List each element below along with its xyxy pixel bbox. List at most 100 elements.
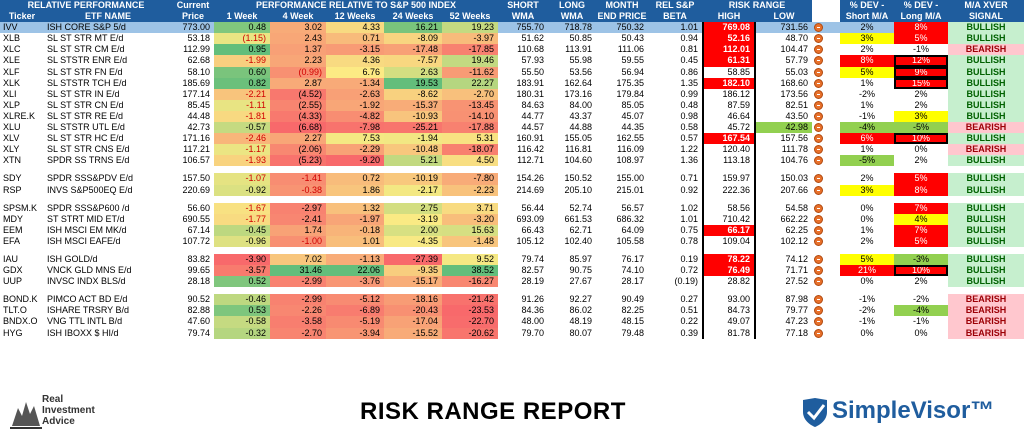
price-marker-icon [814,266,823,276]
cell-w4: (5.23) [270,155,326,167]
cell-t: XLI [3,88,17,99]
cell-w12: -7.98 [326,122,384,134]
cell-w52: 22.27 [442,77,498,89]
table-row: SDY SPDR SSS&PDV E/d 157.50 -1.07 -1.41 0.72-… [0,173,1024,185]
cell-w24: -8.62 [384,88,442,100]
price-marker-icon [814,306,823,316]
table-body: IVV ISH CORE S&P 5/d 773.00 0.48 3.02 4.33 16.… [0,22,1024,339]
footer: Real Investment Advice RISK RANGE REPORT… [0,392,1024,434]
cell-w24: -10.19 [384,173,442,185]
cell-b: 0.98 [680,110,698,121]
cell-t: XLV [3,133,20,144]
cell-n: ISH MSCI EM MK/d [47,224,127,235]
cell-p: 79.74 [187,327,210,338]
cell-b: 0.27 [680,294,698,305]
cell-w4: 1.37 [270,44,326,56]
cell-sig: BULLISH [948,235,1024,247]
cell-ds: 2% [860,44,874,55]
cell-w12: -5.19 [326,316,384,328]
header-spacer [812,0,840,12]
group-spacer [0,287,1024,295]
cell-lo: 42.98 [756,122,812,134]
cell-n: VNG TTL INTL B/d [47,316,123,327]
cell-t: UUP [3,276,23,287]
cell-w52: -11.62 [442,66,498,78]
cell-s: 56.44 [521,202,544,213]
cell-b: 0.19 [680,253,698,264]
cell-b: 0.75 [680,224,698,235]
cell-p: 58.10 [187,66,210,77]
cell-t: XLK [3,77,21,88]
cell-m: 116.09 [617,144,644,155]
cell-p: 99.65 [187,265,210,276]
cell-b: 0.78 [680,235,698,246]
cell-hi: 112.01 [702,44,756,56]
cell-lo: 77.18 [785,327,808,338]
cell-l: 85.97 [569,253,592,264]
cell-w12: -1.97 [326,213,384,225]
cell-t: XLB [3,33,21,44]
cell-hi: 186.12 [702,88,756,100]
cell-w24: -8.09 [384,33,442,45]
cell-m: 76.17 [621,253,644,264]
cell-n: SL ST STR CM E/d [47,44,125,55]
cell-ds: 1% [860,77,874,88]
cell-sig: BEARISH [948,316,1024,328]
header-signal: SIGNAL [948,11,1024,23]
cell-l: 43.37 [569,110,592,121]
table-row: XLE SL STSTR ENR E/d 62.68 -1.99 2.23 4.36 -7.… [0,55,1024,67]
cell-p: 85.45 [187,99,210,110]
cell-n: SL STSTR ENR E/d [47,55,128,66]
cell-lo: 662.22 [780,213,808,224]
cell-w12: -1.34 [326,77,384,89]
cell-t: BOND.K [3,294,38,305]
header-12weeks: 12 Weeks [326,11,384,23]
cell-b: (0.19) [674,276,698,287]
cell-dl: 10% [894,133,948,145]
cell-w1: -1.67 [214,202,270,214]
cell-w12: -0.18 [326,224,384,236]
cell-lo: 47.23 [785,316,808,327]
cell-w12: -2.29 [326,144,384,156]
table-row: TLT.O ISHARE TRSRY B/d 82.88 0.53 -2.26 -6.89… [0,305,1024,317]
cell-w52: 19.46 [442,55,498,67]
cell-ds: 5% [840,253,894,266]
cell-l: 44.88 [569,122,592,133]
cell-l: 50.85 [569,33,592,44]
cell-t: XTN [3,155,21,166]
cell-dl: 4% [894,213,948,225]
cell-w24: -27.39 [384,253,442,266]
cell-s: 82.57 [521,265,544,276]
cell-p: 62.68 [187,55,210,66]
cell-w1: -3.57 [214,265,270,277]
cell-hi: 28.82 [702,276,756,288]
cell-w24: -18.16 [384,294,442,306]
cell-w1: -1.11 [214,99,270,111]
price-marker-icon [814,156,823,166]
header-row-2: Ticker ETF NAME Price 1 Week 4 Week 12 W… [0,11,1024,23]
cell-w52: -17.88 [442,122,498,134]
cell-n: SL ST STR CN E/d [47,99,124,110]
price-marker-icon [814,214,823,224]
cell-w24: -7.57 [384,55,442,67]
cell-l: 150.52 [564,173,592,184]
table-row: UUP INVSC INDX BLS/d 28.18 0.52 -2.99 -3.76 -1… [0,276,1024,288]
cell-l: 113.91 [565,44,592,55]
cell-p: 177.14 [182,88,210,99]
table-row: XLY SL ST STR CNS E/d 117.21 -1.17 (2.06) -2.… [0,144,1024,156]
cell-dl: 10% [894,265,948,277]
simplevisor-logo-icon [803,398,827,427]
cell-lo: 55.03 [785,66,808,77]
cell-w12: 4.36 [326,55,384,67]
header-1week: 1 Week [214,11,270,23]
cell-w12: -5.12 [326,294,384,306]
table-row: HYG ISH IBOXX $ HI/d 79.74 -0.32 -2.70 -3.94-… [0,327,1024,339]
cell-sig: BEARISH [948,144,1024,156]
cell-w52: -21.42 [442,294,498,306]
cell-m: 686.32 [616,213,644,224]
cell-lo: 111.78 [781,144,808,155]
cell-ds: 2% [860,235,874,246]
report-sheet: RELATIVE PERFORMANCE Current PERFORMANCE… [0,0,1024,339]
cell-dl: 7% [894,202,948,214]
cell-w4: -1.00 [270,235,326,247]
